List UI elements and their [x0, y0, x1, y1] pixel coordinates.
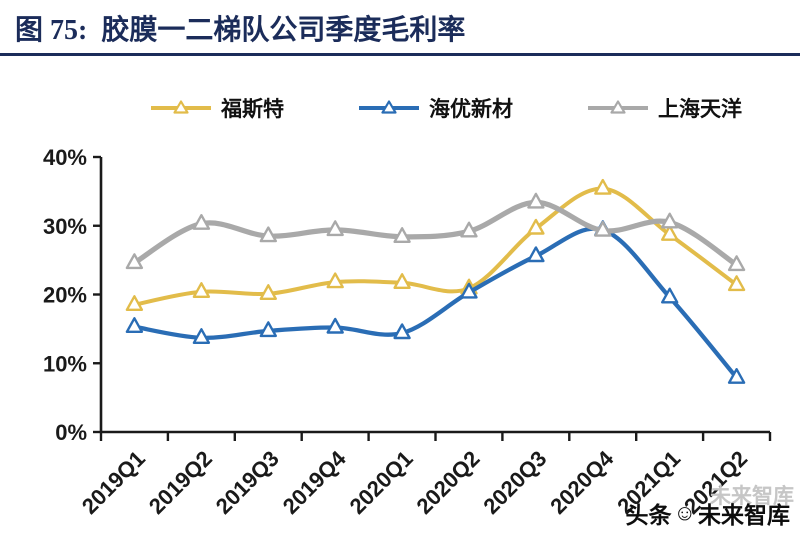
data-point-marker [594, 178, 612, 195]
y-tick-label: 40% [43, 145, 87, 170]
series-line-上海天洋 [131, 199, 740, 268]
toutiao-logo-icon: ☺ [673, 500, 696, 525]
data-point-marker [527, 246, 545, 263]
data-point-marker [326, 220, 344, 237]
data-point-marker [393, 227, 411, 243]
data-point-marker [259, 226, 277, 243]
data-point-marker [727, 255, 746, 272]
x-tick-label: 2020Q2 [411, 446, 484, 519]
data-point-marker [460, 221, 478, 238]
chart-legend: 福斯特 海优新材 上海天洋 [150, 93, 742, 123]
data-point-marker [259, 321, 277, 338]
header-divider [0, 53, 800, 56]
y-tick-label: 0% [55, 420, 87, 445]
y-tick-label: 20% [43, 283, 87, 308]
legend-item-福斯特: 福斯特 [150, 93, 284, 123]
data-point-marker [661, 225, 679, 241]
legend-marker-icon [359, 100, 419, 114]
figure-header: 图 75: 胶膜一二梯队公司季度毛利率 [15, 8, 465, 48]
figure-number: 图 75: [15, 15, 88, 46]
data-point-marker [727, 368, 746, 384]
data-point-marker [125, 317, 144, 333]
legend-marker-icon [151, 100, 211, 114]
data-point-marker [192, 282, 211, 298]
x-tick-label: 2019Q3 [211, 446, 284, 519]
data-point-marker [661, 212, 679, 229]
data-point-marker [326, 317, 344, 334]
data-point-marker [192, 214, 211, 230]
x-tick-label: 2019Q2 [144, 446, 217, 519]
legend-label: 上海天洋 [658, 97, 742, 121]
y-tick-label: 30% [43, 214, 87, 239]
watermark-suffix: 未来智库 [698, 503, 790, 528]
data-point-marker [727, 275, 746, 292]
series-line-海优新材 [132, 226, 739, 380]
data-point-marker [527, 192, 545, 209]
watermark-prefix: 头条 [625, 503, 672, 528]
x-tick-label: 2019Q1 [77, 446, 150, 519]
data-point-marker [661, 287, 679, 304]
watermark-main-text: 头条 ☺ 未来智库 [626, 496, 790, 530]
series-line-福斯特 [132, 186, 739, 307]
legend-item-海优新材: 海优新材 [358, 93, 513, 123]
legend-marker-icon [588, 100, 648, 114]
figure-title: 胶膜一二梯队公司季度毛利率 [101, 15, 466, 46]
data-point-marker [125, 295, 144, 311]
data-point-marker [393, 273, 411, 289]
x-tick-label: 2020Q3 [478, 446, 551, 519]
x-tick-label: 2019Q4 [278, 445, 352, 519]
data-point-marker [259, 284, 277, 300]
watermark: 未来智库 头条 ☺ 未来智库 [606, 484, 796, 530]
data-point-marker [393, 323, 411, 340]
y-tick-label: 10% [43, 351, 87, 376]
watermark-echo-text: 未来智库 [710, 484, 794, 508]
data-point-marker [594, 220, 612, 237]
legend-label: 福斯特 [221, 97, 284, 121]
data-point-marker [125, 253, 144, 270]
data-point-marker [527, 218, 545, 235]
x-tick-label: 2020Q1 [345, 446, 418, 519]
data-point-marker [326, 272, 344, 289]
data-point-marker [192, 328, 211, 344]
legend-item-上海天洋: 上海天洋 [587, 93, 742, 123]
data-point-marker [460, 282, 478, 299]
legend-label: 海优新材 [429, 97, 513, 121]
